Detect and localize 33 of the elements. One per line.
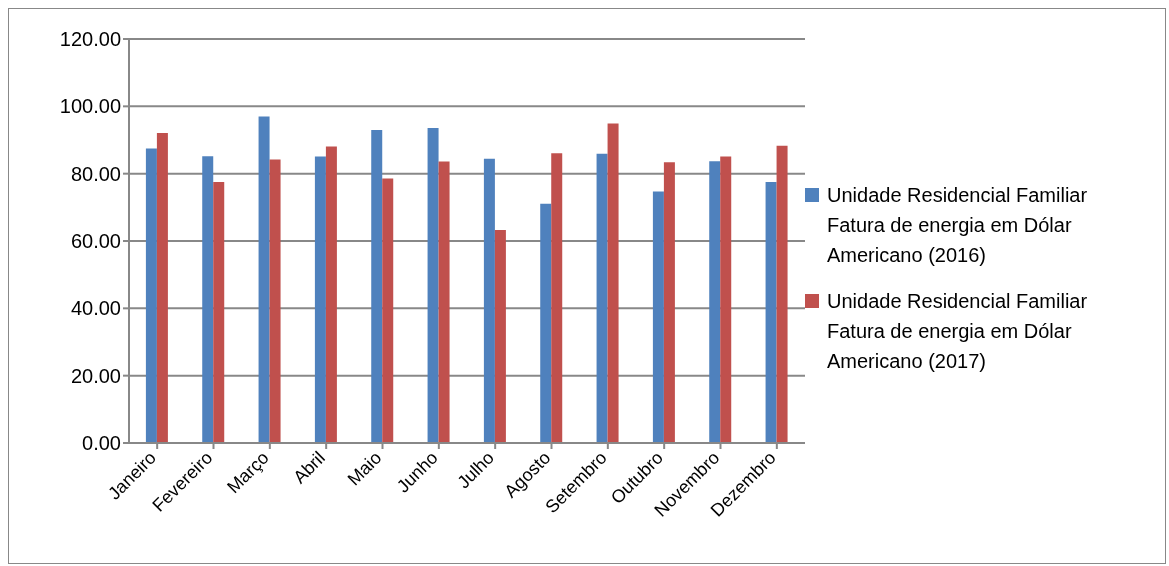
y-tick-label: 40.00 (70, 297, 121, 320)
bar (382, 178, 394, 443)
bar (765, 182, 777, 443)
legend-label: Unidade Residencial Familiar Fatura de energia em Dólar Americano (2017) (827, 289, 1089, 374)
bar (596, 153, 608, 443)
bar (258, 116, 270, 443)
bar (709, 161, 721, 443)
bar (427, 127, 439, 443)
y-tick-label: 20.00 (70, 364, 121, 387)
bar (494, 229, 506, 443)
bar (202, 156, 214, 443)
bar (213, 182, 225, 443)
y-tick-label: 80.00 (70, 162, 121, 185)
legend-label: Unidade Residencial Familiar Fatura de energia em Dólar Americano (2016) (827, 183, 1089, 268)
bar (652, 191, 664, 443)
bar (483, 158, 495, 443)
bar (325, 146, 337, 443)
bar (551, 153, 563, 443)
bar (371, 129, 383, 443)
y-tick-label: 120.00 (59, 28, 121, 51)
bar (663, 162, 675, 443)
bar (269, 159, 281, 443)
bar (776, 145, 788, 443)
bar (145, 148, 157, 443)
y-tick-label: 0.00 (82, 432, 121, 455)
y-tick-label: 60.00 (70, 230, 121, 253)
bar (314, 156, 326, 443)
y-tick-label: 100.00 (59, 95, 121, 118)
bar (540, 203, 552, 443)
bar (156, 132, 168, 443)
bar (438, 161, 450, 443)
bar (720, 156, 732, 443)
bar (607, 123, 619, 443)
